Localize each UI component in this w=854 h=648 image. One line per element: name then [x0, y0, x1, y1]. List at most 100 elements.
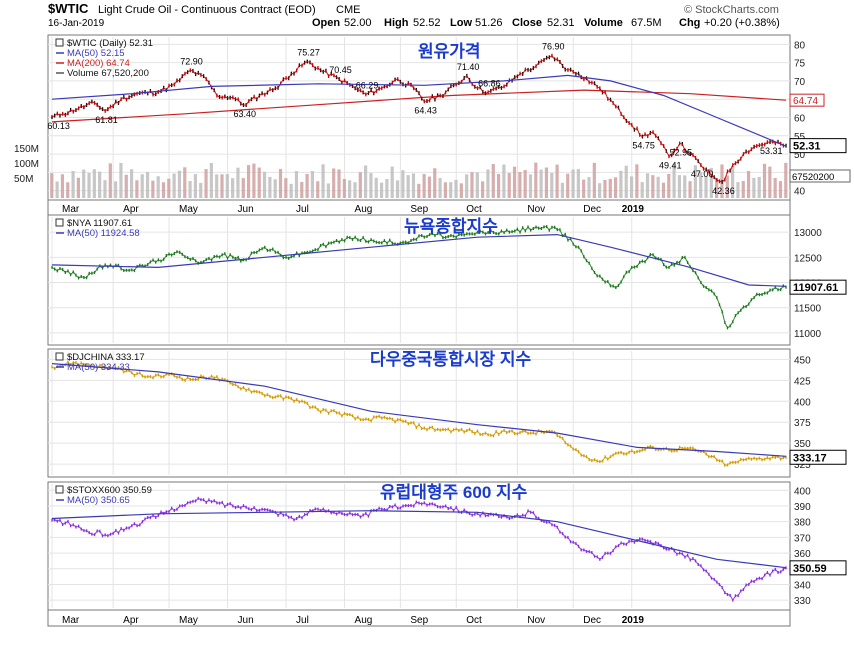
volume-bar [486, 169, 490, 198]
volume-bar [358, 172, 362, 198]
volume-bar [550, 172, 554, 198]
volume-bar [364, 165, 368, 198]
panel-frame-djchina [47, 348, 791, 478]
volume-bar [470, 172, 474, 198]
volume-bar [411, 173, 416, 198]
legend-entry: $STOXX600 350.59 [67, 485, 152, 496]
month-axis-bottom [47, 609, 791, 627]
volume-bar [183, 167, 187, 198]
y-tick-label: 400 [794, 397, 811, 408]
volume-bar [167, 178, 171, 198]
volume-bar [454, 179, 458, 198]
legend-swatch [55, 352, 64, 361]
legend-entry: Volume 67,520,200 [67, 68, 149, 79]
ma50-line [51, 233, 787, 287]
price-annotation-label: 54.75 [632, 141, 655, 151]
volume-tag-value: 67520200 [792, 172, 834, 183]
close-tag-value: 11907.61 [793, 282, 838, 294]
volume-bar [310, 171, 315, 198]
legend-entry: MA(200) 64.74 [67, 58, 130, 69]
volume-bar [496, 173, 501, 198]
high-label: High [384, 17, 409, 29]
volume-bar [762, 163, 767, 198]
month-label: Sep [410, 204, 428, 215]
volume-bar [651, 175, 655, 198]
month-label: Aug [355, 615, 373, 626]
month-label: May [179, 204, 198, 215]
legend-entry: MA(50) 11924.58 [67, 228, 140, 239]
y-tick-label: 11500 [794, 304, 822, 315]
y-tick-label: 425 [794, 376, 811, 387]
y-tick-label: 75 [794, 59, 806, 70]
month-label: Apr [123, 615, 139, 626]
legend-entry: $DJCHINA 333.17 [67, 352, 145, 363]
volume-bar [374, 177, 378, 198]
volume-bar [124, 174, 128, 198]
volume-bar [619, 170, 623, 198]
ma50-line [51, 363, 787, 457]
volume-bar [390, 166, 394, 198]
y-tick-label: 40 [794, 187, 806, 198]
volume-bar [145, 171, 150, 198]
y-tick-label: 325 [794, 460, 811, 471]
y-tick-label: 340 [794, 580, 811, 591]
legend-entry: MA(50) 52.15 [67, 48, 125, 59]
volume-label: Volume [584, 17, 623, 29]
month-label: Nov [527, 204, 545, 215]
y-tick-label: 380 [794, 518, 811, 529]
close-tag-value: 350.59 [793, 563, 827, 575]
legend-entry: $WTIC (Daily) 52.31 [67, 38, 153, 49]
volume-bar [768, 166, 772, 198]
price-annotation-label: 61.81 [95, 115, 118, 125]
panel-annotation: 뉴욕종합지수 [404, 216, 498, 236]
close-tag-box [789, 449, 847, 465]
volume-bar [337, 169, 341, 198]
volume-bar [321, 164, 325, 198]
volume-bar [60, 174, 65, 198]
volume-bar [629, 176, 634, 198]
volume-bar [209, 162, 213, 198]
volume-bar [369, 173, 373, 198]
month-label: Mar [62, 615, 80, 626]
close-tag-box [789, 138, 847, 154]
volume-bar [401, 170, 405, 198]
volume-bar [544, 167, 549, 198]
volume-bar [252, 163, 256, 198]
volume-bar [119, 162, 123, 198]
volume-bar [491, 164, 495, 198]
volume-bar [598, 183, 602, 198]
volume-bar [348, 180, 352, 198]
volume-bar [305, 173, 309, 198]
volume-tick-label: 100M [14, 159, 39, 170]
close-value: 52.31 [547, 17, 575, 29]
volume-bar [571, 169, 575, 198]
volume-tick-label: 50M [14, 174, 33, 185]
volume-bar [246, 165, 251, 198]
y-tick-label: 70 [794, 77, 806, 88]
y-tick-label: 80 [794, 40, 806, 51]
volume-bar [566, 173, 570, 198]
volume-bar [273, 179, 277, 198]
legend-swatch [55, 485, 64, 494]
month-label: Nov [527, 615, 545, 626]
price-annotation-label: 42.36 [712, 186, 735, 196]
close-tag-box [789, 279, 847, 295]
volume-bar [294, 171, 299, 198]
month-label: Apr [123, 204, 139, 215]
legend-swatch [55, 38, 64, 47]
y-tick-label: 370 [794, 533, 811, 544]
month-label: Oct [466, 204, 482, 215]
close-tag-box [789, 560, 847, 576]
month-label: Dec [583, 615, 601, 626]
volume-bar [709, 167, 713, 198]
volume-bar [624, 165, 628, 198]
y-tick-label: 13000 [794, 228, 822, 239]
legend-swatch [55, 218, 64, 227]
volume-bar [278, 168, 283, 198]
volume-bar [114, 181, 118, 198]
volume-bar [741, 181, 745, 198]
ma200-tag-value: 64.74 [793, 96, 818, 107]
volume-bar [534, 162, 538, 198]
volume-bar [215, 174, 219, 198]
